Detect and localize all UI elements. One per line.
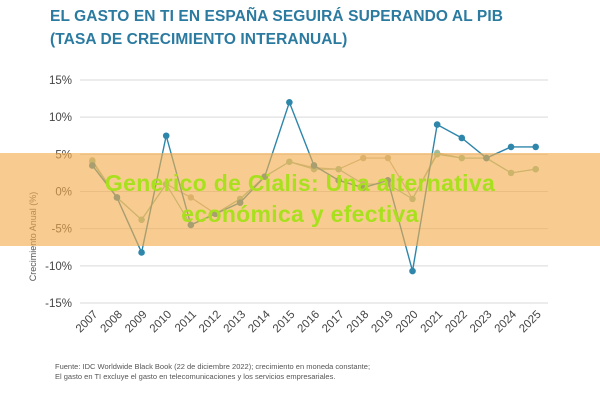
x-tick-label: 2012 bbox=[197, 309, 224, 336]
y-tick-label: 15% bbox=[49, 75, 72, 87]
x-tick-label: 2011 bbox=[173, 309, 199, 335]
data-point bbox=[507, 143, 515, 151]
data-point bbox=[409, 267, 416, 275]
y-tick-label: 10% bbox=[49, 112, 72, 124]
x-tick-label: 2007 bbox=[74, 309, 101, 336]
chart-title: EL GASTO EN TI EN ESPAÑA SEGUIRÁ SUPERAN… bbox=[50, 5, 590, 51]
source-note: Fuente: IDC Worldwide Black Book (22 de … bbox=[55, 362, 515, 382]
data-point bbox=[433, 121, 441, 128]
x-tick-label: 2009 bbox=[123, 309, 150, 336]
x-tick-label: 2014 bbox=[246, 308, 273, 335]
x-tick-label: 2008 bbox=[98, 309, 125, 336]
data-point bbox=[286, 99, 293, 106]
promo-banner-text[interactable]: Generico de Cialis: Una alternativa econ… bbox=[0, 168, 600, 230]
promo-banner[interactable] bbox=[0, 153, 600, 246]
x-tick-label: 2017 bbox=[320, 309, 347, 336]
data-point bbox=[532, 143, 539, 151]
source-note-line-1: Fuente: IDC Worldwide Black Book (22 de … bbox=[55, 362, 371, 371]
chart-title-line-2: (TASA DE CRECIMIENTO INTERANUAL) bbox=[50, 31, 348, 48]
source-note-line-2: El gasto en TI excluye el gasto en telec… bbox=[55, 372, 336, 381]
x-tick-label: 2025 bbox=[517, 309, 544, 336]
promo-banner-line-2: económica y efectiva bbox=[181, 201, 419, 227]
x-tick-label: 2016 bbox=[296, 309, 323, 336]
x-tick-label: 2015 bbox=[271, 309, 298, 336]
data-point bbox=[458, 134, 466, 142]
y-tick-label: -15% bbox=[45, 298, 72, 310]
promo-banner-line-1: Generico de Cialis: Una alternativa bbox=[104, 170, 496, 196]
x-tick-label: 2010 bbox=[148, 309, 175, 336]
x-tick-label: 2018 bbox=[345, 309, 372, 336]
y-tick-label: -10% bbox=[45, 261, 72, 273]
x-tick-label: 2023 bbox=[468, 309, 495, 336]
x-tick-label: 2022 bbox=[443, 309, 470, 336]
x-tick-label: 2019 bbox=[369, 309, 396, 336]
data-point bbox=[138, 249, 145, 256]
data-point bbox=[162, 132, 170, 140]
x-tick-label: 2021 bbox=[419, 309, 446, 336]
chart-title-line-1: EL GASTO EN TI EN ESPAÑA SEGUIRÁ SUPERAN… bbox=[50, 8, 504, 25]
x-tick-label: 2013 bbox=[222, 309, 249, 336]
x-tick-label: 2020 bbox=[394, 309, 421, 336]
x-tick-label: 2024 bbox=[493, 308, 520, 335]
